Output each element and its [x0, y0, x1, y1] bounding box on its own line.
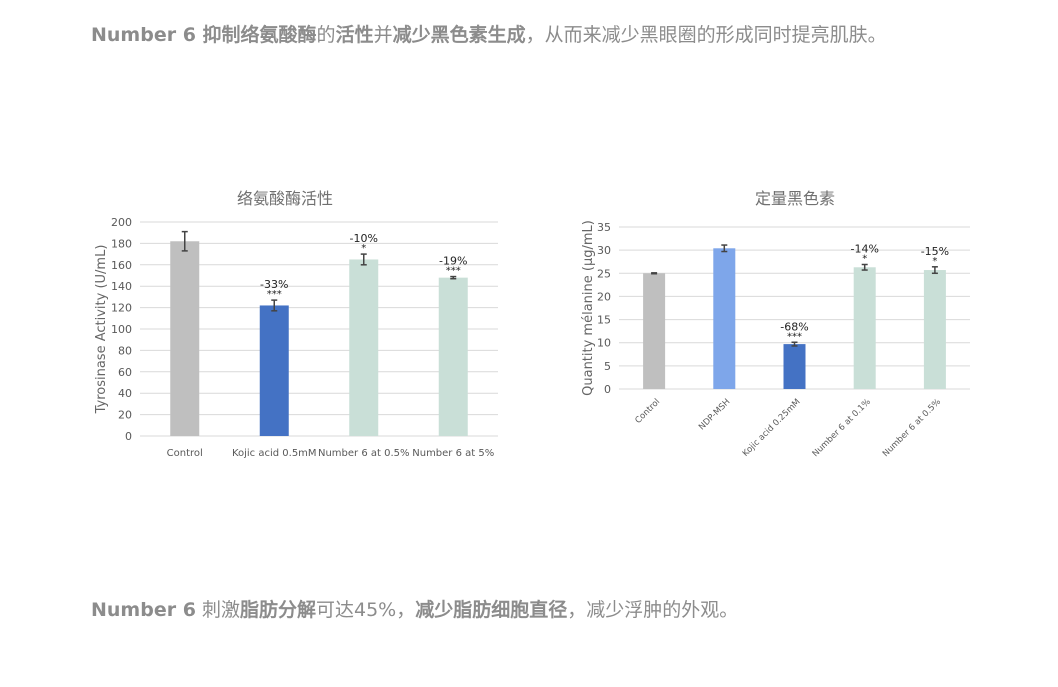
y-tick-label: 0	[125, 430, 132, 443]
bar	[170, 241, 200, 436]
percent-change-label: -68%	[780, 320, 808, 333]
y-axis-label: Quantity mélanine (µg/mL)	[581, 220, 596, 396]
y-tick-label: 120	[111, 302, 132, 315]
bar	[713, 248, 736, 389]
text-segment: 可达45%，	[315, 599, 416, 621]
percent-change-label: -19%	[439, 255, 467, 268]
percent-change-label: -15%	[921, 245, 949, 258]
intro-paragraph: Number 6 抑制络氨酸酶的活性并减少黑色素生成，从而来减少黑眼圈的形成同时…	[91, 18, 991, 53]
y-tick-label: 20	[118, 409, 132, 422]
y-tick-label: 180	[111, 237, 132, 250]
chart-title: 定量黑色素	[755, 189, 835, 208]
significance-label: *	[932, 256, 937, 267]
bold-text-segment: 活性	[335, 24, 374, 46]
lipolysis-paragraph: Number 6 刺激脂肪分解可达45%，减少脂肪细胞直径，减少浮肿的外观。	[91, 593, 991, 628]
bold-text-segment: Number 6 抑制络氨酸酶	[91, 24, 317, 46]
y-tick-label: 160	[111, 259, 132, 272]
x-category-label: Number 6 at 5%	[412, 448, 494, 459]
bar	[438, 277, 468, 436]
significance-label: ***	[267, 289, 282, 300]
x-category-label: Kojic acid 0.25mM	[741, 397, 803, 459]
bar	[259, 305, 289, 436]
bar	[853, 267, 876, 389]
x-category-label: NDP-MSH	[697, 397, 732, 432]
text-segment: 的	[316, 24, 336, 46]
x-category-label: Control	[633, 397, 662, 426]
significance-label: *	[862, 253, 867, 264]
y-tick-label: 30	[597, 244, 611, 257]
x-category-label: Number 6 at 0.1%	[811, 397, 873, 459]
x-category-label: Number 6 at 0.5%	[318, 448, 410, 459]
y-tick-label: 40	[118, 387, 132, 400]
y-tick-label: 80	[118, 344, 132, 357]
bar	[923, 270, 946, 389]
y-tick-label: 35	[597, 221, 611, 234]
bold-text-segment: Number 6	[91, 599, 196, 621]
y-tick-label: 10	[597, 337, 611, 350]
y-tick-label: 0	[604, 383, 611, 396]
y-tick-label: 100	[111, 323, 132, 336]
percent-change-label: -33%	[260, 278, 288, 291]
percent-change-label: -14%	[850, 242, 878, 255]
significance-label: ***	[787, 331, 802, 342]
x-category-label: Kojic acid 0.5mM	[232, 448, 317, 459]
y-tick-label: 200	[111, 216, 132, 229]
bold-text-segment: 脂肪分解	[239, 599, 316, 621]
y-tick-label: 25	[597, 267, 611, 280]
chart-title: 络氨酸酶活性	[237, 189, 333, 208]
bold-text-segment: 减少脂肪细胞直径	[415, 599, 568, 621]
bar	[349, 259, 379, 436]
y-tick-label: 60	[118, 366, 132, 379]
y-tick-label: 140	[111, 280, 132, 293]
percent-change-label: -10%	[350, 232, 378, 245]
bar	[783, 344, 806, 389]
text-segment: 刺激	[195, 599, 240, 621]
y-tick-label: 15	[597, 314, 611, 327]
text-segment: ，从而来减少黑眼圈的形成同时提亮肌肤。	[525, 24, 887, 46]
y-axis-label: Tyrosinase Activity (U/mL)	[94, 245, 109, 415]
bar	[643, 273, 666, 389]
bold-text-segment: 减少黑色素生成	[392, 24, 526, 46]
y-tick-label: 20	[597, 290, 611, 303]
x-category-label: Control	[167, 448, 203, 459]
text-segment: 并	[373, 24, 393, 46]
text-segment: ，减少浮肿的外观。	[567, 599, 739, 621]
significance-label: ***	[446, 266, 461, 277]
y-tick-label: 5	[604, 360, 611, 373]
x-category-label: Number 6 at 0.5%	[881, 397, 943, 459]
significance-label: *	[361, 243, 366, 254]
